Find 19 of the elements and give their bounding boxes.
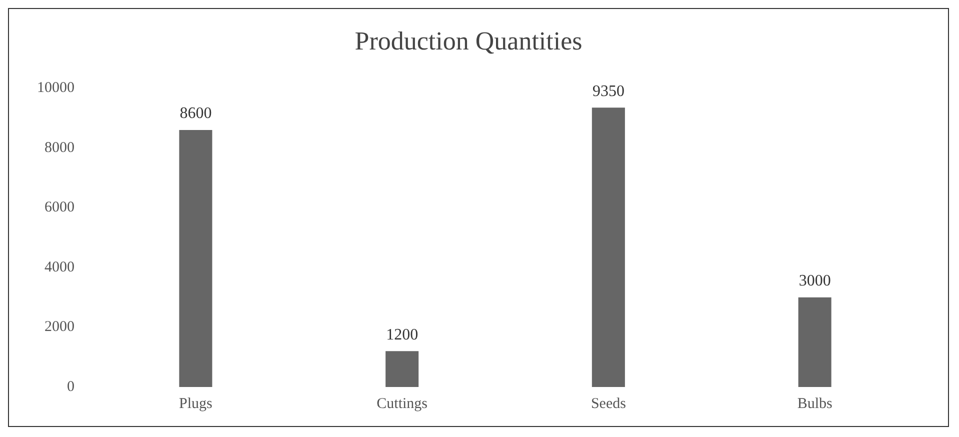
bar — [386, 351, 419, 387]
x-tick-label: Bulbs — [797, 396, 832, 412]
chart-title: Production Quantities — [354, 26, 582, 56]
x-tick-label: Cuttings — [376, 396, 428, 412]
data-label: 8600 — [180, 105, 212, 122]
y-tick-label: 2000 — [44, 319, 74, 336]
y-tick-label: 4000 — [44, 259, 74, 276]
y-tick-label: 0 — [67, 378, 74, 395]
data-label: 1200 — [386, 326, 418, 344]
y-tick-label: 8000 — [44, 140, 74, 156]
data-label: 9350 — [592, 82, 624, 100]
y-tick-label: 6000 — [44, 200, 74, 216]
bar — [798, 297, 832, 387]
x-tick-label: Seeds — [590, 396, 626, 412]
bar — [592, 108, 625, 387]
data-label: 3000 — [798, 272, 831, 290]
bar — [179, 130, 212, 387]
x-tick-label: Plugs — [179, 396, 213, 412]
y-tick-label: 10000 — [37, 80, 74, 96]
